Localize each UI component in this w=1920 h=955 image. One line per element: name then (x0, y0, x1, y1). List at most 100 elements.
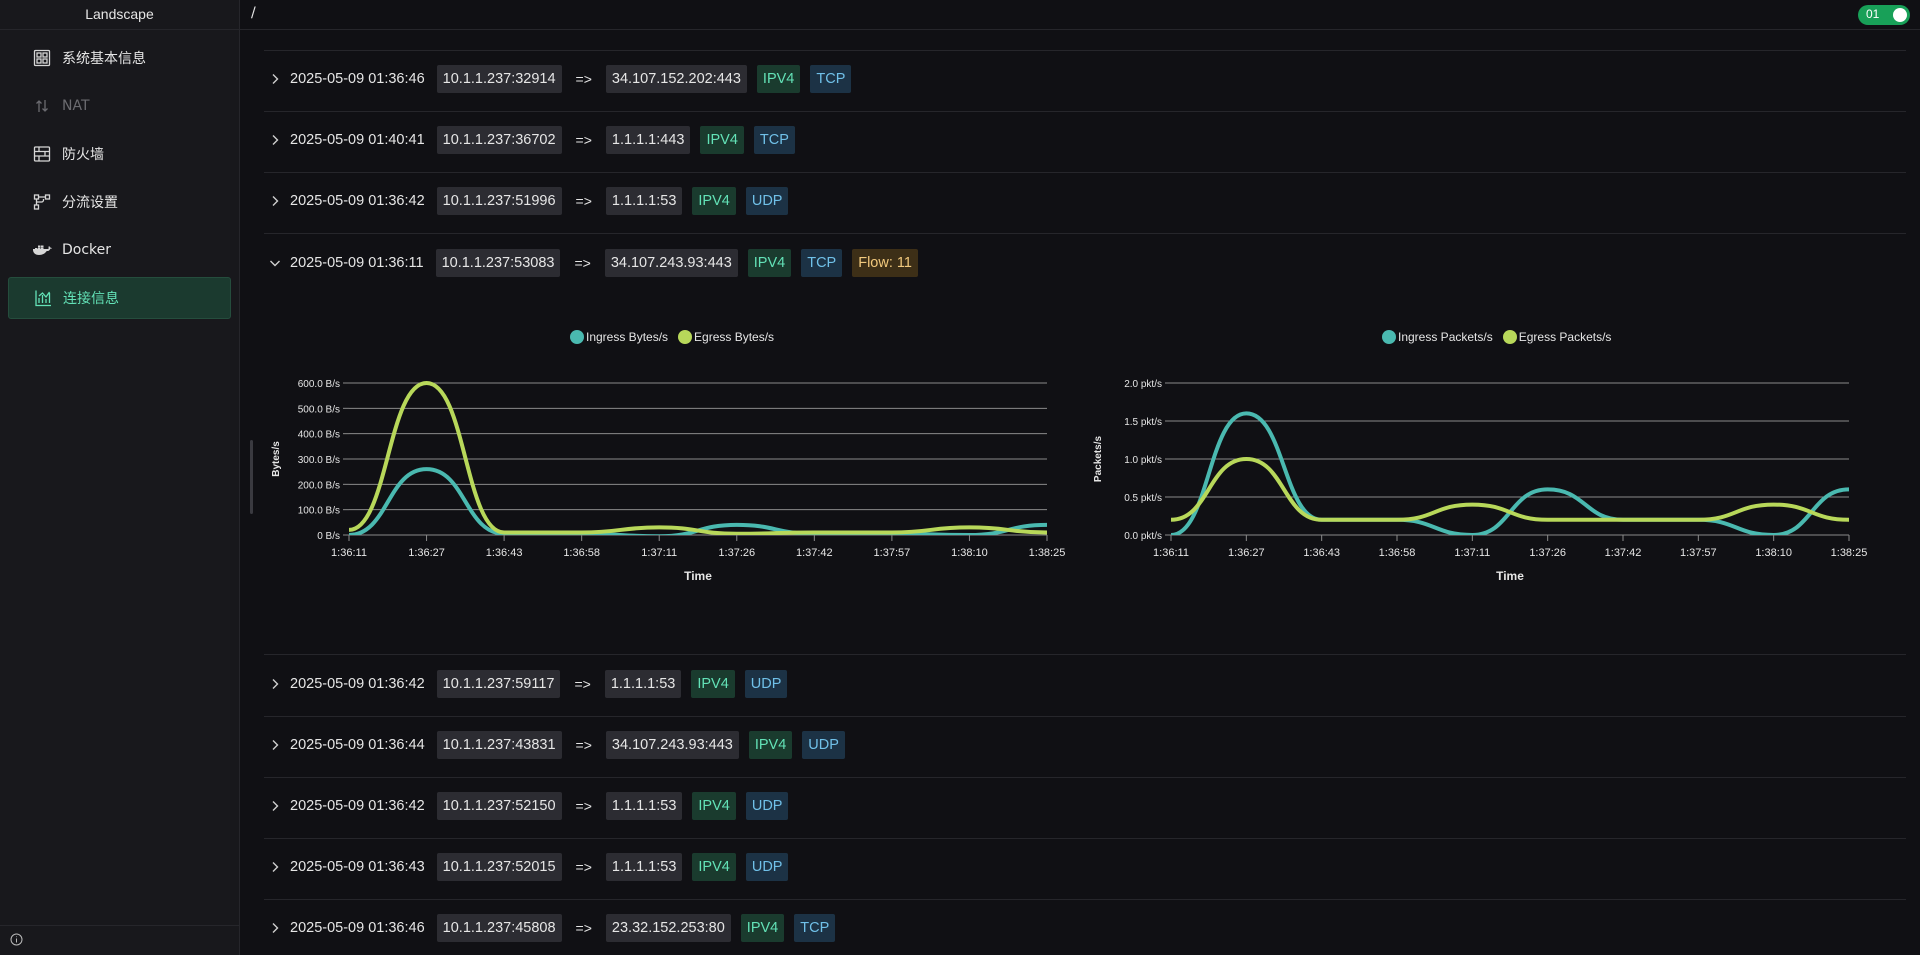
chevron-right-icon[interactable] (267, 737, 283, 753)
chevron-right-icon[interactable] (267, 193, 283, 209)
chevron-right-icon[interactable] (267, 920, 283, 936)
source-address: 10.1.1.237:52150 (436, 792, 562, 820)
connection-row[interactable]: 2025-05-09 01:36:42 10.1.1.237:59117 => … (264, 656, 1906, 717)
connection-row[interactable]: 2025-05-09 01:36:46 10.1.1.237:32914 => … (264, 51, 1906, 112)
legend-item-ingress[interactable]: Ingress Bytes/s (570, 330, 668, 344)
sidebar-item-flow-split[interactable]: 分流设置 (8, 181, 231, 223)
connection-time: 2025-05-09 01:36:46 (290, 71, 425, 87)
legend-item-ingress[interactable]: Ingress Packets/s (1382, 330, 1493, 344)
ip-version-badge: IPV4 (692, 187, 736, 215)
connection-time: 2025-05-09 01:36:42 (290, 798, 425, 814)
series-line-ingress[interactable] (349, 467, 1047, 536)
source-address: 10.1.1.237:32914 (436, 65, 562, 93)
connection-time: 2025-05-09 01:36:11 (290, 255, 424, 271)
destination-address: 1.1.1.1:53 (605, 187, 683, 215)
connection-row[interactable]: 2025-05-09 01:36:42 10.1.1.237:52150 => … (264, 778, 1906, 839)
x-tick-label: 1:37:57 (1680, 547, 1717, 559)
dashboard-icon (32, 48, 52, 68)
sidebar-item-firewall[interactable]: 防火墙 (8, 133, 231, 175)
destination-address: 34.107.243.93:443 (604, 249, 738, 277)
connection-row[interactable]: 2025-05-09 01:40:41 10.1.1.237:36702 => … (264, 112, 1906, 173)
toggle-label: 01 (1866, 7, 1880, 21)
legend-dot (1382, 330, 1396, 344)
x-tick-label: 1:37:26 (1529, 547, 1566, 559)
ip-version-badge: IPV4 (700, 126, 744, 154)
destination-address: 1.1.1.1:53 (604, 670, 682, 698)
bytes-chart-legend: Ingress Bytes/s Egress Bytes/s (570, 330, 784, 344)
connection-row[interactable]: 2025-05-09 01:36:46 10.1.1.237:45808 => … (264, 900, 1906, 955)
x-tick-label: 1:36:43 (1303, 547, 1340, 559)
sidebar-item-docker[interactable]: Docker (8, 229, 231, 271)
direction-arrow: => (575, 859, 592, 875)
direction-arrow: => (574, 255, 591, 271)
direction-arrow: => (575, 920, 592, 936)
legend-dot (570, 330, 584, 344)
chevron-right-icon[interactable] (267, 859, 283, 875)
destination-address: 1.1.1.1:53 (605, 792, 683, 820)
x-tick-label: 1:36:27 (1228, 547, 1265, 559)
breadcrumb[interactable]: / (251, 5, 256, 21)
destination-address: 1.1.1.1:443 (605, 126, 691, 154)
sidebar-item-connections[interactable]: 连接信息 (8, 277, 231, 319)
y-tick-label: 0 B/s (317, 531, 340, 542)
source-address: 10.1.1.237:51996 (436, 187, 562, 215)
y-tick-label: 300.0 B/s (298, 455, 340, 466)
chevron-down-icon[interactable] (267, 255, 283, 271)
ip-version-badge: IPV4 (692, 792, 736, 820)
ip-version-badge: IPV4 (692, 853, 736, 881)
theme-toggle[interactable]: 01 (1858, 5, 1910, 25)
direction-arrow: => (575, 132, 592, 148)
x-tick-label: 1:38:10 (951, 547, 988, 559)
protocol-badge: UDP (744, 670, 788, 698)
x-tick-label: 1:36:11 (1153, 547, 1189, 559)
source-address: 10.1.1.237:52015 (436, 853, 562, 881)
brand-title: Landscape (0, 0, 239, 30)
y-tick-label: 100.0 B/s (298, 506, 340, 517)
direction-arrow: => (574, 676, 591, 692)
x-tick-label: 1:38:25 (1029, 547, 1066, 559)
sidebar-item-system-info[interactable]: 系统基本信息 (8, 37, 231, 79)
chevron-right-icon[interactable] (267, 676, 283, 692)
flow-split-icon (32, 192, 52, 212)
sidebar-item-label: 系统基本信息 (62, 51, 146, 67)
connection-row[interactable]: 2025-05-09 01:36:43 10.1.1.237:52015 => … (264, 839, 1906, 900)
x-tick-label: 1:36:11 (331, 547, 367, 559)
protocol-badge: TCP (794, 914, 836, 942)
legend-dot (678, 330, 693, 344)
chevron-right-icon[interactable] (267, 132, 283, 148)
divider (264, 50, 1906, 51)
connection-time: 2025-05-09 01:36:43 (290, 859, 425, 875)
chevron-right-icon[interactable] (267, 798, 283, 814)
sidebar-scroll-thumb[interactable] (250, 440, 253, 514)
chevron-right-icon[interactable] (267, 71, 283, 87)
y-tick-label: 1.0 pkt/s (1124, 455, 1162, 466)
sidebar-item-nat[interactable]: NAT (8, 85, 231, 127)
toggle-knob (1893, 8, 1907, 22)
destination-address: 34.107.152.202:443 (605, 65, 747, 93)
x-axis-label: Time (684, 569, 712, 583)
info-icon[interactable] (10, 931, 23, 950)
source-address: 10.1.1.237:36702 (436, 126, 562, 154)
legend-item-egress[interactable]: Egress Packets/s (1502, 330, 1611, 344)
ip-version-badge: IPV4 (747, 249, 792, 277)
ip-version-badge: IPV4 (748, 731, 793, 759)
y-axis-label: Bytes/s (271, 441, 282, 477)
y-tick-label: 0.5 pkt/s (1124, 493, 1162, 504)
series-line-egress[interactable] (349, 380, 1047, 535)
connection-row[interactable]: 2025-05-09 01:36:44 10.1.1.237:43831 => … (264, 717, 1906, 778)
y-tick-label: 0.0 pkt/s (1124, 531, 1162, 542)
legend-item-egress[interactable]: Egress Bytes/s (678, 330, 774, 344)
source-address: 10.1.1.237:43831 (436, 731, 562, 759)
protocol-badge: UDP (745, 853, 789, 881)
sidebar-item-label: NAT (62, 98, 90, 114)
connection-time: 2025-05-09 01:36:42 (290, 193, 425, 209)
series-line-egress[interactable] (1171, 456, 1849, 522)
x-tick-label: 1:38:10 (1755, 547, 1792, 559)
connection-row-expanded: 2025-05-09 01:36:11 10.1.1.237:53083 => … (264, 235, 1906, 655)
x-tick-label: 1:37:57 (874, 547, 911, 559)
series-line-ingress[interactable] (1171, 411, 1849, 535)
connection-row[interactable]: 2025-05-09 01:36:42 10.1.1.237:51996 => … (264, 173, 1906, 234)
sidebar-footer (0, 925, 240, 955)
y-tick-label: 500.0 B/s (298, 404, 340, 415)
nat-arrows-icon (32, 96, 52, 116)
